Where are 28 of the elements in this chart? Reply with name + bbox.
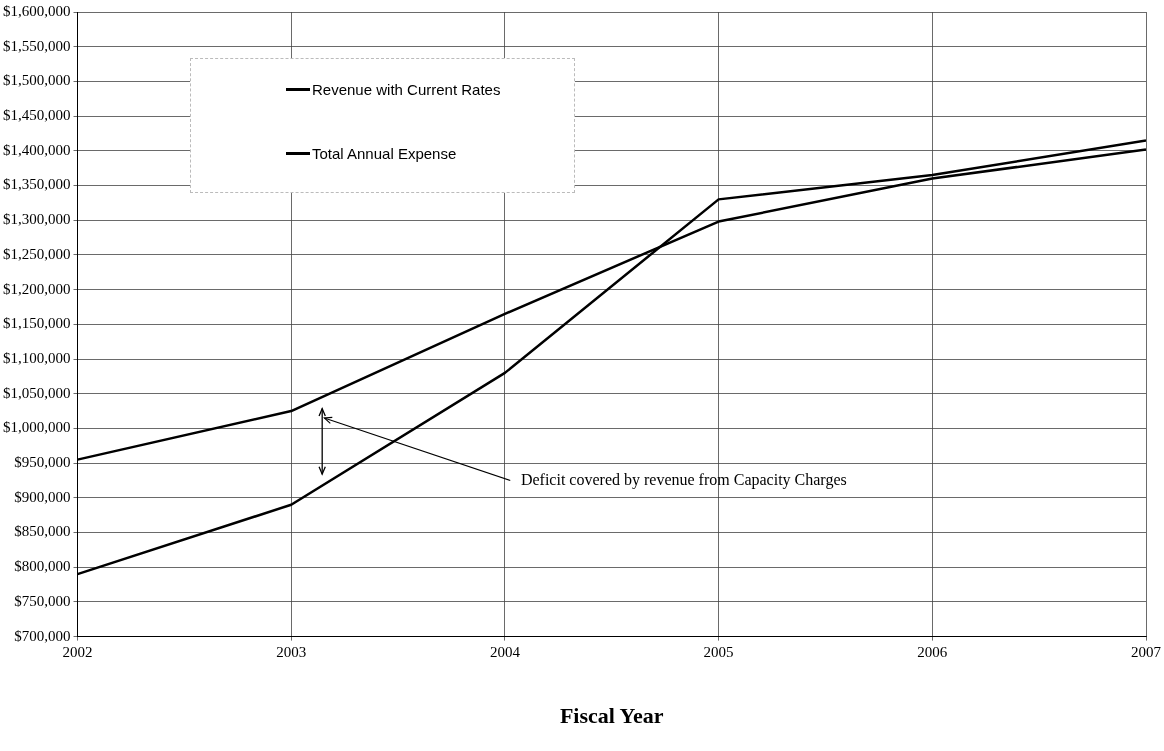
y-tick-label: $750,000: [14, 592, 71, 609]
y-tick-label: $1,450,000: [3, 107, 71, 124]
y-tick-label: $850,000: [14, 523, 71, 540]
y-tick-label: $1,000,000: [3, 419, 71, 436]
x-tick-label: 2002: [62, 643, 93, 660]
x-axis-title: Fiscal Year: [559, 703, 664, 729]
y-tick-label: $700,000: [14, 627, 71, 644]
y-tick-label: $1,400,000: [3, 141, 71, 158]
y-tick-label: $800,000: [14, 558, 71, 575]
legend-label: Revenue with Current Rates: [312, 81, 501, 98]
y-tick-label: $1,600,000: [3, 2, 71, 19]
x-tick-label: 2006: [917, 643, 948, 660]
legend-label: Total Annual Expense: [312, 145, 457, 162]
y-tick-label: $1,300,000: [3, 211, 71, 228]
y-tick-label: $1,250,000: [3, 245, 71, 262]
y-tick-label: $1,200,000: [3, 280, 71, 297]
y-tick-label: $1,150,000: [3, 315, 71, 332]
y-tick-label: $1,100,000: [3, 349, 71, 366]
y-tick-label: $1,500,000: [3, 72, 71, 89]
y-tick-label: $900,000: [14, 488, 71, 505]
x-tick-label: 2007: [1131, 643, 1162, 660]
y-tick-label: $1,050,000: [3, 384, 71, 401]
y-tick-label: $1,350,000: [3, 176, 71, 193]
x-tick-label: 2004: [489, 643, 521, 660]
y-tick-label: $950,000: [14, 454, 71, 471]
x-tick-label: 2003: [276, 643, 307, 660]
x-tick-label: 2005: [703, 643, 734, 660]
y-tick-label: $1,550,000: [3, 37, 71, 54]
